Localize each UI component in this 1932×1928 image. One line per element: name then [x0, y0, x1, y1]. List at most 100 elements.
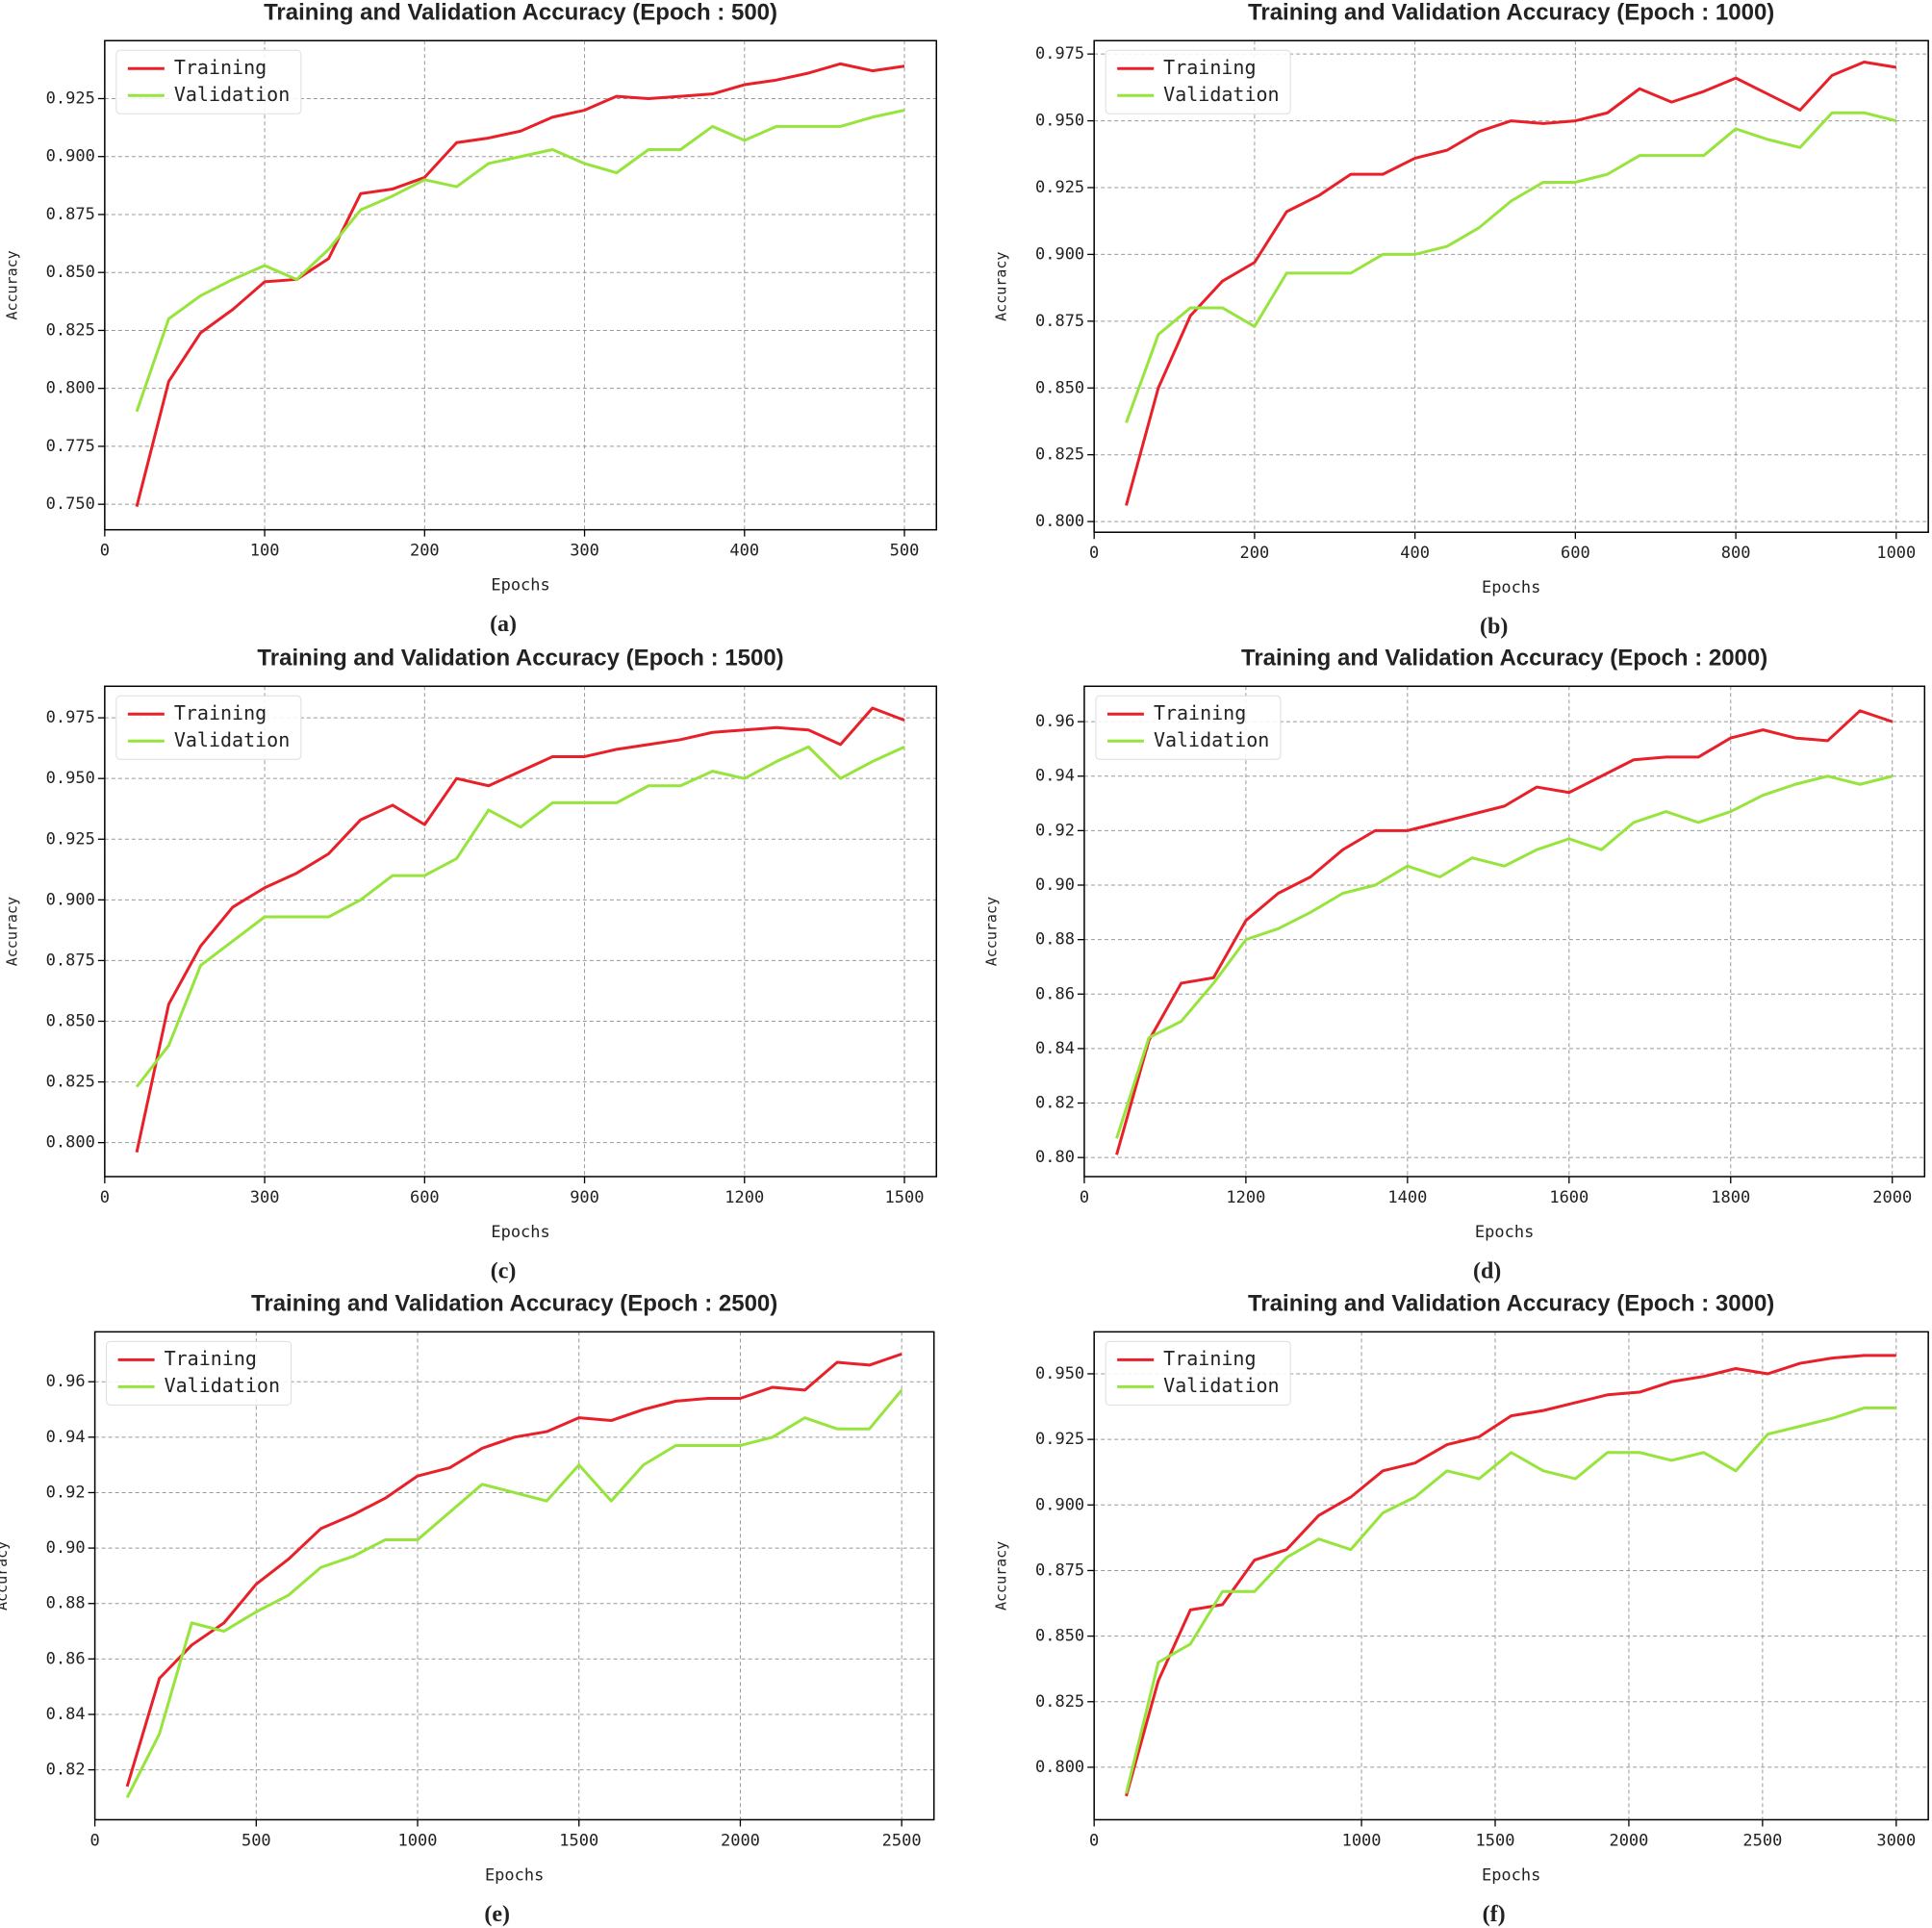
y-tick-label: 0.875: [1035, 312, 1084, 331]
y-tick-label: 0.90: [46, 1538, 86, 1558]
caption: (a): [490, 612, 517, 637]
legend-label: Validation: [174, 728, 290, 751]
y-tick-label: 0.925: [1035, 178, 1084, 197]
plot-frame: [1093, 39, 1929, 533]
x-tick-label: 500: [890, 542, 920, 561]
x-tick-label: 300: [570, 542, 599, 561]
y-tick-label: 0.88: [1035, 930, 1075, 950]
chart-title: Training and Validation Accuracy (Epoch …: [1248, 0, 1774, 26]
y-axis-label: Accuracy: [0, 1541, 11, 1611]
series-line: [135, 62, 905, 507]
legend-label: Validation: [1163, 83, 1279, 106]
y-axis-label: Accuracy: [3, 250, 20, 319]
x-tick-label: 1800: [1711, 1188, 1750, 1207]
x-tick-label: 1400: [1387, 1188, 1427, 1207]
y-tick-label: 0.900: [1035, 1495, 1084, 1514]
y-tick-label: 0.82: [46, 1761, 86, 1780]
x-axis-label: Epochs: [1482, 1865, 1540, 1885]
legend-label: Validation: [174, 83, 290, 106]
y-tick-label: 0.92: [1035, 821, 1075, 840]
caption: (d): [1473, 1258, 1501, 1283]
caption: (b): [1480, 615, 1508, 640]
y-tick-label: 0.82: [1035, 1094, 1075, 1113]
x-tick-label: 400: [729, 542, 759, 561]
y-tick-label: 0.850: [1035, 378, 1084, 397]
x-tick-label: 2500: [1742, 1831, 1782, 1850]
x-tick-label: 0: [1080, 1188, 1089, 1207]
y-tick-label: 0.90: [1035, 875, 1075, 895]
y-tick-label: 0.925: [1035, 1430, 1084, 1449]
y-tick-label: 0.92: [46, 1483, 86, 1502]
series-line: [135, 109, 905, 413]
x-tick-label: 300: [250, 1188, 280, 1207]
x-axis-label: Epochs: [491, 576, 549, 596]
x-tick-label: 2000: [721, 1831, 760, 1850]
x-tick-label: 0: [1089, 1831, 1099, 1850]
y-tick-label: 0.775: [46, 437, 95, 456]
chart-title: Training and Validation Accuracy (Epoch …: [264, 0, 777, 26]
y-tick-label: 0.88: [46, 1594, 86, 1613]
legend-label: Validation: [1163, 1374, 1279, 1397]
y-tick-label: 0.96: [1035, 712, 1075, 731]
y-tick-label: 0.875: [46, 951, 95, 970]
x-axis-label: Epochs: [485, 1865, 544, 1885]
series-line: [1125, 1354, 1896, 1797]
x-tick-label: 2000: [1609, 1831, 1648, 1850]
series-line: [1125, 111, 1897, 423]
x-tick-label: 400: [1400, 544, 1430, 563]
legend-label: Validation: [1154, 728, 1269, 751]
series-line: [1115, 709, 1894, 1155]
y-axis-label: Accuracy: [993, 1541, 1010, 1611]
legend-label: Validation: [165, 1374, 280, 1397]
y-axis-label: Accuracy: [3, 897, 20, 966]
y-tick-label: 0.80: [1035, 1148, 1075, 1167]
legend-box: [115, 695, 302, 760]
y-tick-label: 0.950: [1035, 112, 1084, 131]
series-line: [1125, 60, 1897, 506]
legend-label: Training: [1163, 56, 1256, 79]
y-tick-label: 0.800: [1035, 512, 1084, 531]
y-axis-label: Accuracy: [982, 897, 1000, 966]
x-tick-label: 100: [250, 542, 280, 561]
x-tick-label: 0: [100, 542, 110, 561]
legend-box: [1105, 49, 1291, 114]
x-axis-label: Epochs: [491, 1223, 549, 1242]
y-tick-label: 0.750: [46, 495, 95, 514]
plot-frame: [1093, 1331, 1929, 1821]
x-tick-label: 1000: [1342, 1831, 1382, 1850]
y-tick-label: 0.86: [1035, 984, 1075, 1003]
legend-box: [1095, 695, 1282, 760]
legend-label: Training: [174, 701, 267, 724]
plot-frame: [104, 39, 938, 531]
x-tick-label: 600: [410, 1188, 440, 1207]
x-tick-label: 600: [1561, 544, 1590, 563]
legend-label: Training: [165, 1347, 257, 1370]
y-tick-label: 0.900: [1035, 244, 1084, 264]
legend-label: Training: [1163, 1347, 1256, 1370]
x-tick-label: 1000: [1876, 544, 1916, 563]
x-axis-label: Epochs: [1475, 1223, 1534, 1242]
x-tick-label: 1000: [398, 1831, 438, 1850]
series-line: [125, 1388, 903, 1799]
x-tick-label: 0: [89, 1831, 99, 1850]
y-tick-label: 0.825: [46, 1073, 95, 1092]
y-tick-label: 0.825: [46, 320, 95, 340]
chart-title: Training and Validation Accuracy (Epoch …: [1241, 646, 1767, 672]
y-tick-label: 0.900: [46, 890, 95, 909]
y-tick-label: 0.96: [46, 1372, 86, 1391]
x-tick-label: 900: [570, 1188, 599, 1207]
series-line: [135, 745, 905, 1088]
y-tick-label: 0.850: [46, 263, 95, 282]
y-tick-label: 0.94: [1035, 767, 1075, 786]
x-tick-label: 1600: [1549, 1188, 1589, 1207]
y-tick-label: 0.800: [46, 1133, 95, 1153]
legend-box: [115, 49, 302, 114]
y-tick-label: 0.900: [46, 147, 95, 166]
x-tick-label: 0: [1089, 544, 1099, 563]
x-tick-label: 500: [242, 1831, 271, 1850]
y-axis-label: Accuracy: [993, 252, 1010, 321]
y-tick-label: 0.875: [46, 205, 95, 224]
legend-box: [1105, 1340, 1291, 1406]
y-tick-label: 0.850: [46, 1012, 95, 1031]
